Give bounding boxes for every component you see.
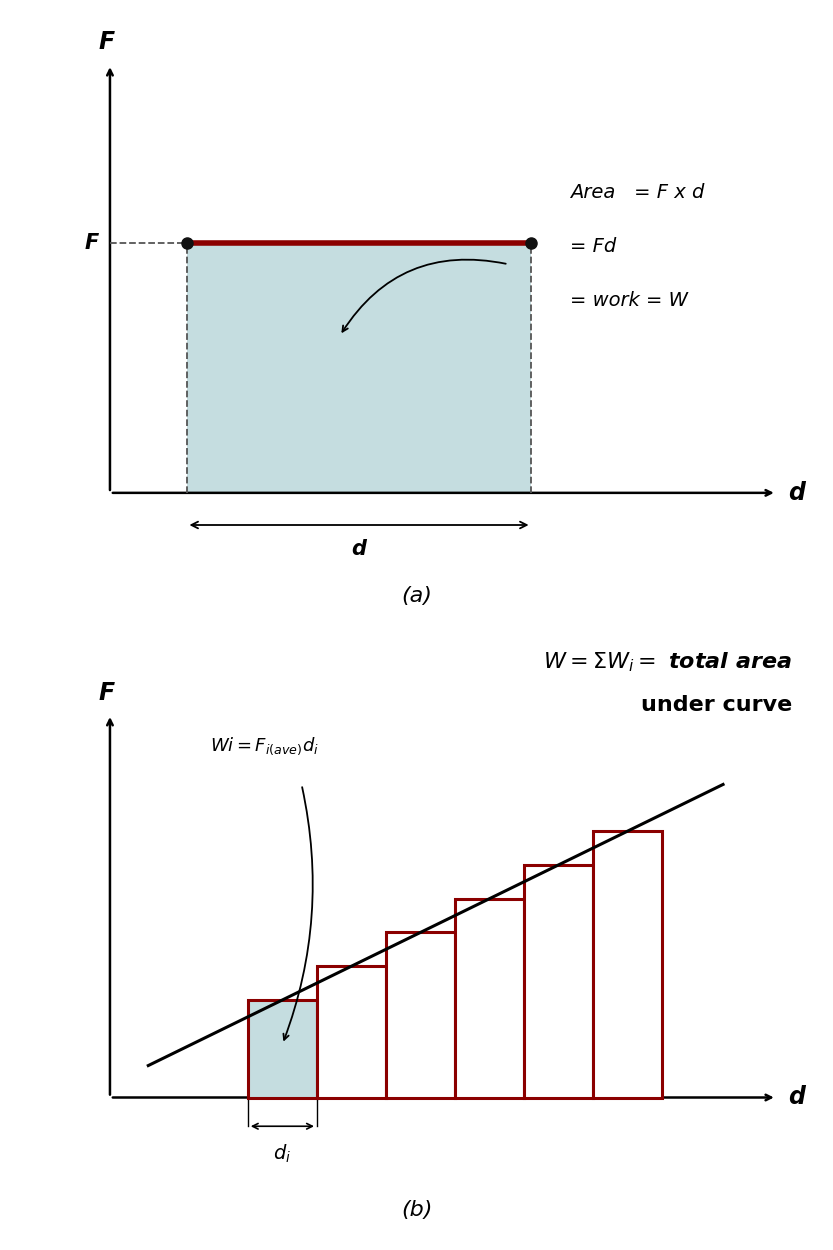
Bar [317, 966, 386, 1098]
Text: F: F [98, 30, 114, 54]
Polygon shape [187, 242, 531, 492]
Text: Area   = F x d: Area = F x d [570, 184, 704, 203]
Text: F: F [84, 232, 98, 253]
Text: d: d [788, 1085, 805, 1110]
Bar [386, 932, 455, 1098]
Bar [524, 865, 593, 1098]
Text: (a): (a) [401, 586, 432, 606]
Text: = work = W: = work = W [570, 290, 688, 310]
Text: $d_i$: $d_i$ [273, 1142, 292, 1165]
Bar [593, 831, 661, 1098]
Text: $Wi = F_{i(ave)}d_i$: $Wi = F_{i(ave)}d_i$ [210, 735, 318, 758]
Text: d: d [352, 539, 367, 559]
Text: d: d [788, 481, 805, 505]
Text: under curve: under curve [641, 695, 792, 715]
Text: = Fd: = Fd [570, 238, 616, 256]
Text: $W = \Sigma W_i =$ total area: $W = \Sigma W_i =$ total area [543, 650, 792, 674]
Bar [248, 1000, 317, 1098]
Bar [455, 899, 524, 1098]
Text: (b): (b) [401, 1200, 432, 1220]
Text: F: F [98, 680, 114, 705]
